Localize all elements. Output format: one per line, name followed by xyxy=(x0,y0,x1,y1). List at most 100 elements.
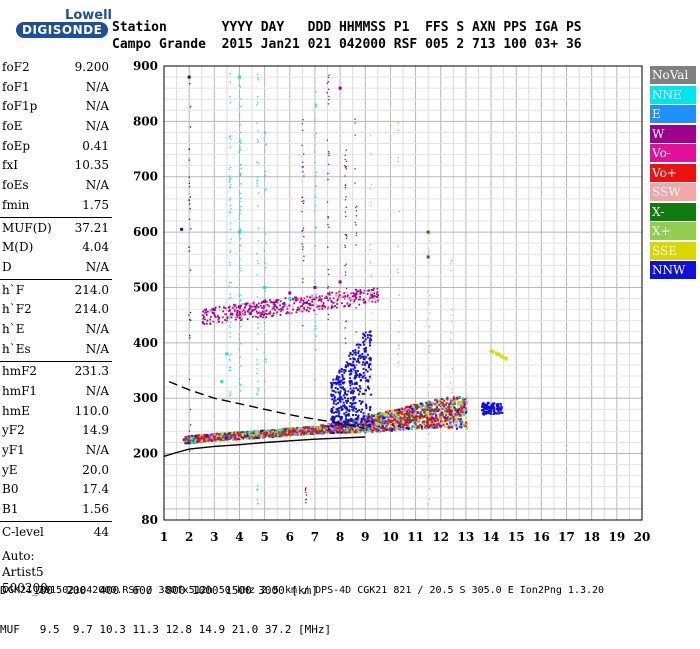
echo-dot xyxy=(492,412,495,415)
echo-dot xyxy=(424,424,427,427)
echo-dot xyxy=(329,431,333,434)
echo-dot xyxy=(247,302,250,305)
echo-dot xyxy=(222,438,225,441)
echo-dot xyxy=(382,416,385,420)
noise-dot xyxy=(264,298,267,301)
echo-dot xyxy=(303,297,306,300)
echo-dot xyxy=(249,303,252,305)
echo-dot xyxy=(296,426,299,430)
echo-dot xyxy=(218,308,221,311)
y-tick-label: 900 xyxy=(133,59,158,73)
noise-dot xyxy=(188,182,191,184)
noise-dot xyxy=(230,367,232,369)
echo-dot xyxy=(359,289,362,291)
noise-dot xyxy=(256,73,259,76)
noise-dot xyxy=(256,185,258,187)
solid-trace-line xyxy=(163,436,366,457)
echo-dot xyxy=(373,419,376,422)
noise-dot xyxy=(450,309,453,311)
echo-dot xyxy=(385,428,388,431)
echo-dot xyxy=(307,299,310,302)
echo-dot xyxy=(503,356,506,359)
noise-dot xyxy=(302,248,304,250)
echo-dot xyxy=(393,419,396,422)
echo-dot xyxy=(216,434,219,437)
echo-dot xyxy=(315,427,318,430)
echo-dot xyxy=(275,432,278,436)
echo-dot xyxy=(433,418,436,421)
echo-dot xyxy=(270,432,273,435)
echo-dot xyxy=(248,307,251,310)
echo-dot xyxy=(255,433,258,436)
echo-dot xyxy=(392,413,395,416)
echo-dot xyxy=(368,423,371,426)
echo-dot xyxy=(400,407,404,410)
echo-dot xyxy=(281,429,285,433)
echo-dot xyxy=(384,421,387,425)
echo-dot xyxy=(239,317,242,319)
echo-dot xyxy=(281,308,284,311)
noise-dot xyxy=(429,240,431,242)
echo-dot xyxy=(280,308,283,311)
echo-dot xyxy=(349,362,352,365)
noise-dot xyxy=(346,235,348,237)
echo-dot xyxy=(254,433,257,436)
echo-dot xyxy=(338,428,342,431)
echo-dot xyxy=(430,408,434,411)
echo-dot xyxy=(233,306,236,309)
echo-dot xyxy=(236,432,240,435)
echo-dot xyxy=(369,368,372,371)
echo-dot xyxy=(407,408,410,412)
series-point-vo xyxy=(182,438,186,442)
echo-dot xyxy=(490,410,493,413)
echo-dot xyxy=(462,424,465,427)
param-row-fmin: fmin 1.75 xyxy=(0,196,112,216)
param-label: fmin xyxy=(2,197,30,212)
echo-dot xyxy=(482,402,485,405)
echo-dot xyxy=(269,310,272,313)
echo-dot xyxy=(364,420,367,423)
x-tick-label: 19 xyxy=(608,530,625,544)
noise-dot xyxy=(229,197,232,200)
echo-dot xyxy=(306,306,309,309)
noise-dot xyxy=(345,160,348,163)
echo-dot xyxy=(335,424,338,427)
echo-dot xyxy=(327,299,330,302)
echo-dot xyxy=(238,317,241,319)
noise-dot xyxy=(344,337,346,339)
echo-dot xyxy=(377,417,380,420)
noise-dot xyxy=(327,285,329,288)
echo-dot xyxy=(285,429,288,432)
echo-dot xyxy=(364,301,367,304)
noise-dot xyxy=(189,269,192,271)
noise-dot xyxy=(344,184,347,186)
echo-dot xyxy=(369,341,372,344)
echo-dot xyxy=(331,428,334,431)
param-separator xyxy=(0,216,112,218)
echo-dot xyxy=(233,435,237,438)
echo-dot xyxy=(351,298,354,301)
echo-dot xyxy=(482,409,485,412)
echo-dot xyxy=(379,426,382,429)
echo-dot xyxy=(452,413,455,416)
noise-dot xyxy=(240,183,242,185)
echo-dot xyxy=(451,401,455,404)
echo-dot xyxy=(355,375,358,378)
echo-dot xyxy=(322,302,325,305)
echo-dot xyxy=(355,419,358,423)
echo-dot xyxy=(203,313,206,315)
noise-dot xyxy=(188,186,191,188)
echo-dot xyxy=(340,296,343,299)
y-tick-label: 300 xyxy=(133,391,158,405)
echo-dot xyxy=(355,382,358,385)
series-point-nnw xyxy=(187,75,191,79)
noise-dot xyxy=(355,232,358,234)
echo-dot xyxy=(361,401,364,404)
noise-dot xyxy=(427,340,429,342)
echo-dot xyxy=(217,437,220,441)
echo-dot xyxy=(460,412,463,416)
echo-dot xyxy=(194,434,197,437)
echo-dot xyxy=(296,429,299,432)
echo-dot xyxy=(229,432,232,435)
param-value: 17.4 xyxy=(82,482,109,497)
